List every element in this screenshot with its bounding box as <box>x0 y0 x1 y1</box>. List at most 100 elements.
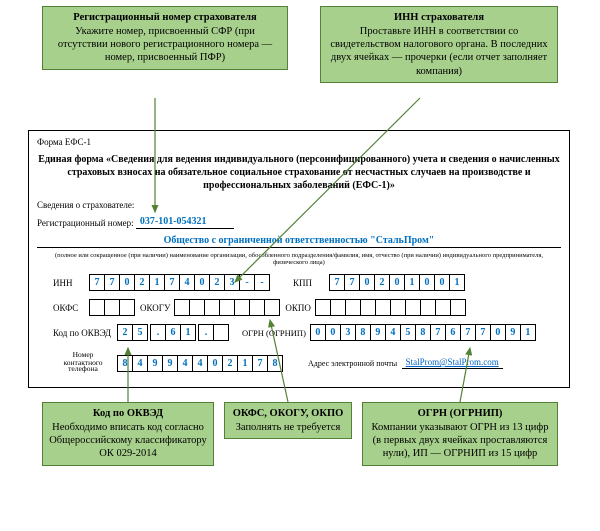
cell: 0 <box>434 274 450 291</box>
callout-reg-title: Регистрационный номер страхователя <box>49 11 281 24</box>
cell <box>174 299 190 316</box>
inn-label: ИНН <box>53 278 85 288</box>
cell: 9 <box>505 324 521 341</box>
okved-ogrn-row: Код по ОКВЭД 25.61. ОГРН (ОГРНИП) 003894… <box>53 324 561 341</box>
cell: 5 <box>400 324 416 341</box>
inn-kpp-row: ИНН 7702174023-- КПП 770201001 <box>53 274 561 291</box>
cell: 0 <box>325 324 341 341</box>
section-label: Сведения о страхователе: <box>37 200 561 210</box>
cell: 2 <box>374 274 390 291</box>
kpp-cells: 770201001 <box>329 274 464 291</box>
cell: 9 <box>370 324 386 341</box>
cell: 2 <box>209 274 225 291</box>
callout-okved: Код по ОКВЭД Необходимо вписать код согл… <box>42 402 214 466</box>
okpo-cells <box>315 299 465 316</box>
cell: 7 <box>344 274 360 291</box>
okfs-label: ОКФС <box>53 303 85 313</box>
callout-reg-body: Укажите номер, присвоенный СФР (при отсу… <box>58 26 272 63</box>
kpp-label: КПП <box>293 278 325 288</box>
cell <box>390 299 406 316</box>
cell <box>435 299 451 316</box>
org-name: Общество с ограниченной ответственностью… <box>37 235 561 248</box>
cell: 7 <box>89 274 105 291</box>
cell <box>264 299 280 316</box>
cell: 1 <box>520 324 536 341</box>
cell: 6 <box>445 324 461 341</box>
cell: 1 <box>404 274 420 291</box>
okfs-cells <box>89 299 134 316</box>
cell: 0 <box>310 324 326 341</box>
cell <box>104 299 120 316</box>
okved-label: Код по ОКВЭД <box>53 328 113 338</box>
cell: 0 <box>359 274 375 291</box>
cell: 3 <box>224 274 240 291</box>
phone-label2: телефона <box>53 365 113 373</box>
cell: 8 <box>267 355 283 372</box>
cell <box>249 299 265 316</box>
reg-value: 037-101-054321 <box>136 216 234 229</box>
callout-ogrn-body: Компании указывают ОГРН из 13 цифр (в пе… <box>372 422 549 459</box>
email-label: Адрес электронной почты <box>308 359 397 368</box>
cell: 0 <box>194 274 210 291</box>
cell <box>405 299 421 316</box>
cell: 2 <box>134 274 150 291</box>
callout-okfs-body: Заполнять не требуется <box>236 422 341 433</box>
inn-cells: 7702174023-- <box>89 274 269 291</box>
cell: 9 <box>147 355 163 372</box>
phone-row: Номер контактного телефона 84994402178 А… <box>53 353 561 373</box>
cell <box>189 299 205 316</box>
cell: 7 <box>460 324 476 341</box>
cell: 3 <box>340 324 356 341</box>
callout-okved-body: Необходимо вписать код согласно Общеросс… <box>49 422 207 459</box>
callout-inn-title: ИНН страхователя <box>327 11 551 24</box>
cell <box>219 299 235 316</box>
cell <box>315 299 331 316</box>
cell: 7 <box>252 355 268 372</box>
cell: 0 <box>207 355 223 372</box>
cell: 7 <box>430 324 446 341</box>
org-name-row: Общество с ограниченной ответственностью… <box>37 235 561 248</box>
cell: 4 <box>192 355 208 372</box>
cell: 1 <box>180 324 196 341</box>
cell: 8 <box>117 355 133 372</box>
cell: 7 <box>329 274 345 291</box>
cell <box>204 299 220 316</box>
callout-okfs-title: ОКФС, ОКОГУ, ОКПО <box>231 407 345 420</box>
reg-row: Регистрационный номер: 037-101-054321 <box>37 216 561 229</box>
cell <box>450 299 466 316</box>
cell: 0 <box>419 274 435 291</box>
cell: - <box>254 274 270 291</box>
callout-ogrn: ОГРН (ОГРНИП) Компании указывают ОГРН из… <box>362 402 558 466</box>
cell <box>345 299 361 316</box>
cell: 4 <box>385 324 401 341</box>
form-container: Форма ЕФС-1 Единая форма «Сведения для в… <box>28 130 570 388</box>
callout-okfs: ОКФС, ОКОГУ, ОКПО Заполнять не требуется <box>224 402 352 439</box>
form-code: Форма ЕФС-1 <box>37 137 561 147</box>
cell: 0 <box>389 274 405 291</box>
phone-cells: 84994402178 <box>117 355 282 372</box>
cell: 7 <box>475 324 491 341</box>
cell <box>330 299 346 316</box>
cell: 1 <box>449 274 465 291</box>
cell: 4 <box>179 274 195 291</box>
cell: 8 <box>415 324 431 341</box>
okogu-cells <box>174 299 279 316</box>
cell: 7 <box>104 274 120 291</box>
cell: 6 <box>165 324 181 341</box>
cell <box>360 299 376 316</box>
callout-reg-number: Регистрационный номер страхователя Укажи… <box>42 6 288 70</box>
cell: 4 <box>177 355 193 372</box>
reg-label: Регистрационный номер: <box>37 218 134 228</box>
cell <box>420 299 436 316</box>
cell: 2 <box>117 324 133 341</box>
cell: 7 <box>164 274 180 291</box>
email-link[interactable]: StalProm@StalProm.com <box>406 357 499 367</box>
okpo-label: ОКПО <box>285 303 311 313</box>
okogu-label: ОКОГУ <box>140 303 170 313</box>
cell: 2 <box>222 355 238 372</box>
cell <box>375 299 391 316</box>
callout-okved-title: Код по ОКВЭД <box>49 407 207 420</box>
cell: 9 <box>162 355 178 372</box>
form-title: Единая форма «Сведения для ведения индив… <box>37 153 561 192</box>
callout-inn-body: Проставьте ИНН в соответствии со свидете… <box>330 26 547 76</box>
